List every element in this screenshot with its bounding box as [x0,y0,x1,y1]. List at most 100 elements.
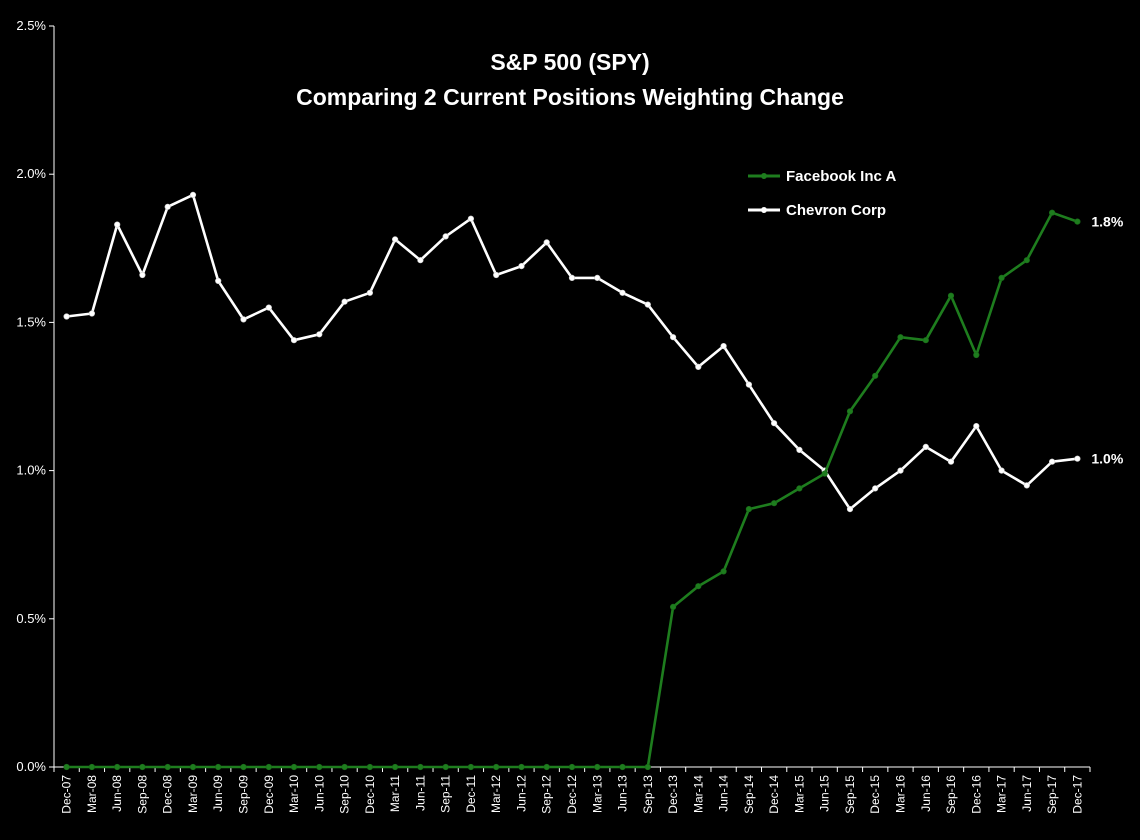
data-point-chevron-corp [973,423,980,430]
x-axis-ticks: Dec-07 Mar-08 Jun-08 Sep-08 Dec-08 Mar-09 Jun-… [53,767,1091,814]
data-point-facebook-inc-a [240,763,247,771]
data-point-chevron-corp [568,274,576,282]
data-point-facebook-inc-a [922,337,929,344]
data-point-chevron-corp [442,233,449,240]
data-point-chevron-corp [88,310,95,317]
x-tick-label: Dec-17 [1070,775,1084,814]
data-point-facebook-inc-a [720,568,727,575]
data-point-chevron-corp [745,381,753,388]
data-point-chevron-corp [341,298,348,305]
data-point-facebook-inc-a [669,603,677,611]
data-point-facebook-inc-a [265,763,272,771]
x-tick-label: Mar-13 [590,775,604,813]
y-tick-label: 0.0% [16,759,46,774]
x-tick-label: Jun-15 [818,775,832,812]
data-point-chevron-corp [872,485,879,492]
x-tick-label: Mar-09 [186,775,200,813]
data-point-facebook-inc-a [821,470,828,477]
x-tick-label: Sep-11 [439,775,453,813]
legend-marker-facebook [761,173,767,179]
data-point-facebook-inc-a [973,351,980,359]
end-labels: 1.8% 1.0% [1091,214,1123,467]
data-point-facebook-inc-a [467,763,475,771]
data-point-facebook-inc-a [290,763,298,771]
data-point-chevron-corp [669,334,677,341]
data-point-facebook-inc-a [770,500,778,507]
x-tick-label: Sep-17 [1045,775,1059,814]
data-point-facebook-inc-a [568,763,576,771]
y-tick-label: 0.5% [16,611,46,626]
data-point-chevron-corp [897,467,904,474]
data-point-chevron-corp [619,289,626,296]
data-point-chevron-corp [164,203,171,210]
x-tick-label: Mar-11 [388,775,402,812]
data-point-facebook-inc-a [1074,218,1081,225]
end-label-facebook: 1.8% [1091,214,1123,230]
data-point-facebook-inc-a [644,763,651,771]
x-tick-label: Mar-10 [287,775,301,813]
data-point-facebook-inc-a [846,408,854,415]
data-point-chevron-corp [770,420,778,427]
data-point-facebook-inc-a [139,763,146,771]
x-tick-label: Jun-14 [717,775,731,812]
data-point-chevron-corp [720,343,727,350]
x-tick-label: Dec-14 [767,775,781,814]
data-point-facebook-inc-a [998,274,1005,282]
data-point-chevron-corp [998,467,1005,474]
x-tick-label: Sep-16 [944,775,958,814]
data-point-facebook-inc-a [493,763,500,771]
x-tick-label: Mar-16 [893,775,907,813]
x-tick-label: Dec-12 [565,775,579,814]
data-point-facebook-inc-a [897,334,904,341]
data-point-facebook-inc-a [316,763,323,771]
series-facebook-inc-a [63,209,1081,771]
chart-subtitle: Comparing 2 Current Positions Weighting … [296,84,844,110]
x-tick-label: Sep-12 [540,775,554,814]
x-tick-label: Mar-08 [85,775,99,813]
data-point-chevron-corp [1074,455,1081,462]
x-tick-label: Mar-17 [995,775,1009,813]
x-tick-label: Jun-10 [312,775,326,812]
data-point-chevron-corp [265,304,272,311]
data-point-chevron-corp [543,239,550,246]
data-point-chevron-corp [922,443,929,451]
data-point-facebook-inc-a [88,763,95,771]
data-point-chevron-corp [1023,482,1030,489]
data-point-chevron-corp [290,337,298,344]
data-point-facebook-inc-a [189,763,197,771]
x-tick-label: Sep-09 [237,775,251,814]
data-point-chevron-corp [215,277,222,285]
x-tick-label: Dec-13 [666,775,680,814]
data-point-chevron-corp [316,331,323,338]
x-tick-label: Sep-15 [843,775,857,814]
data-point-facebook-inc-a [341,763,348,771]
data-point-chevron-corp [493,271,500,279]
legend-label-facebook: Facebook Inc A [786,168,896,185]
y-tick-label: 1.5% [16,314,46,329]
data-point-facebook-inc-a [518,763,525,771]
data-point-chevron-corp [695,363,702,371]
y-tick-label: 2.0% [16,166,46,181]
x-tick-label: Dec-08 [161,775,175,814]
x-tick-label: Dec-09 [262,775,276,814]
data-point-facebook-inc-a [63,763,70,771]
x-tick-label: Sep-08 [135,775,149,814]
data-point-chevron-corp [846,506,854,513]
x-tick-label: Sep-14 [742,775,756,814]
x-tick-label: Dec-16 [969,775,983,814]
data-point-chevron-corp [139,271,146,279]
data-point-facebook-inc-a [442,763,449,771]
y-axis-ticks: 0.0% 0.5% 1.0% 1.5% 2.0% 2.5% [16,18,54,774]
data-point-chevron-corp [518,263,525,270]
data-point-facebook-inc-a [543,763,550,771]
data-point-chevron-corp [114,221,121,228]
x-tick-label: Jun-17 [1020,775,1034,812]
x-tick-label: Jun-16 [919,775,933,812]
data-point-facebook-inc-a [164,763,171,771]
data-point-chevron-corp [796,446,803,454]
data-point-chevron-corp [467,215,475,222]
data-point-chevron-corp [1048,458,1056,465]
x-tick-label: Dec-07 [60,775,74,814]
data-point-facebook-inc-a [215,763,222,771]
data-point-facebook-inc-a [392,763,399,771]
